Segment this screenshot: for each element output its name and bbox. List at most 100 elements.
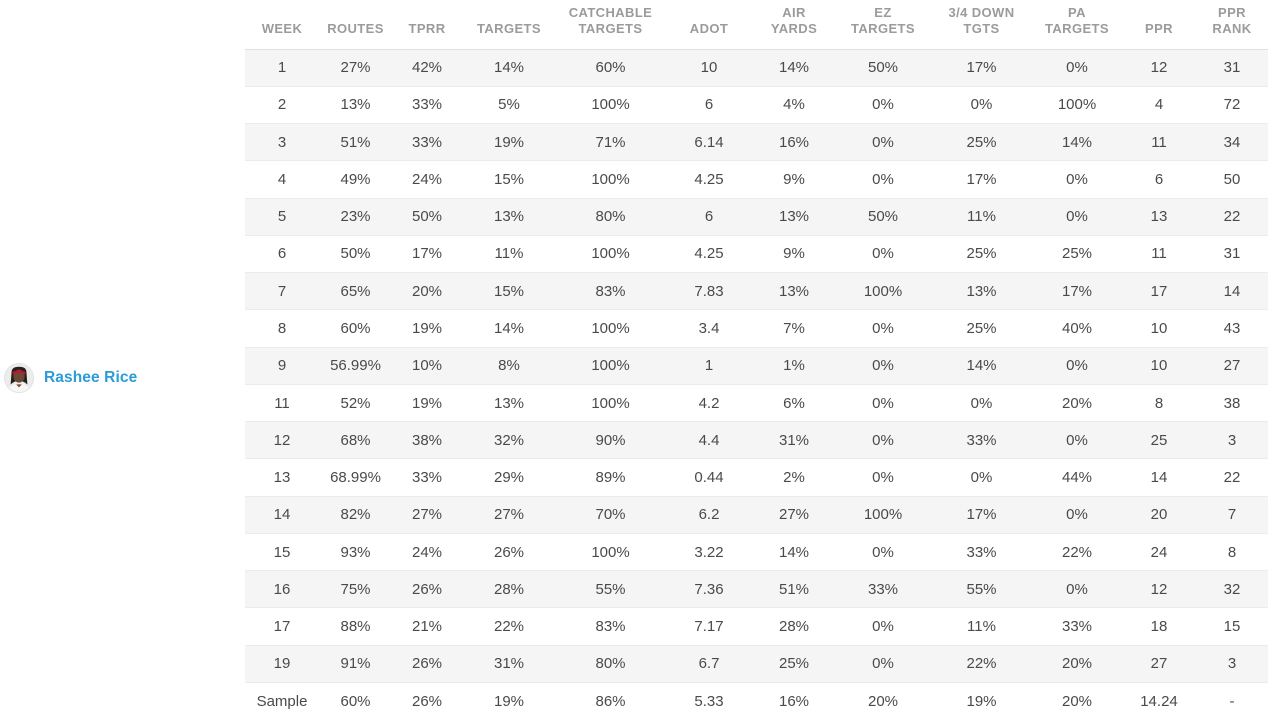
table-cell: 29% bbox=[462, 458, 556, 497]
table-cell: 27 bbox=[1122, 645, 1196, 684]
table-cell: 22% bbox=[462, 607, 556, 646]
table-row: 14 82% 27% 27% 70% 6.2 27% 100% 17% 0% 20 7 bbox=[245, 496, 1268, 534]
table-cell: 27 bbox=[1196, 347, 1268, 385]
table-cell: 0% bbox=[1032, 347, 1122, 385]
table-cell: 42% bbox=[392, 49, 462, 87]
table-cell: 89% bbox=[556, 458, 665, 497]
column-header: ROUTES bbox=[319, 0, 392, 50]
table-cell: 0% bbox=[931, 384, 1032, 423]
table-cell: 15 bbox=[245, 533, 319, 572]
table-cell: 24% bbox=[392, 533, 462, 572]
table-cell: 10% bbox=[392, 347, 462, 385]
table-cell: 100% bbox=[556, 309, 665, 348]
table-cell: 0% bbox=[835, 458, 931, 497]
table-cell: 33% bbox=[392, 123, 462, 162]
table-cell: 2 bbox=[245, 86, 319, 125]
table-cell: 4.25 bbox=[665, 235, 753, 274]
table-cell: 49% bbox=[319, 160, 392, 199]
table-cell: 7 bbox=[1196, 496, 1268, 534]
table-cell: 17% bbox=[931, 496, 1032, 534]
table-cell: 8 bbox=[1122, 384, 1196, 423]
table-cell: 7.83 bbox=[665, 272, 753, 311]
table-cell: 1 bbox=[245, 49, 319, 87]
table-cell: 6 bbox=[665, 86, 753, 125]
table-cell: 14 bbox=[1196, 272, 1268, 311]
table-cell: 11 bbox=[1122, 123, 1196, 162]
table-cell: 16% bbox=[753, 682, 835, 720]
table-cell: 40% bbox=[1032, 309, 1122, 348]
table-cell: 21% bbox=[392, 607, 462, 646]
table-cell: 6.14 bbox=[665, 123, 753, 162]
table-cell: 25% bbox=[931, 123, 1032, 162]
table-cell: 4.2 bbox=[665, 384, 753, 423]
column-header: TPRR bbox=[392, 0, 462, 50]
table-cell: 0% bbox=[1032, 496, 1122, 534]
table-cell: 100% bbox=[1032, 86, 1122, 125]
table-cell: 0% bbox=[835, 384, 931, 423]
table-cell: 4.4 bbox=[665, 421, 753, 460]
table-cell: 3.22 bbox=[665, 533, 753, 572]
table-cell: 71% bbox=[556, 123, 665, 162]
table-row: 9 56.99% 10% 8% 100% 1 1% 0% 14% 0% 10 27 bbox=[245, 347, 1268, 385]
table-cell: 23% bbox=[319, 198, 392, 236]
table-row: 11 52% 19% 13% 100% 4.2 6% 0% 0% 20% 8 38 bbox=[245, 384, 1268, 423]
table-cell: 8% bbox=[462, 347, 556, 385]
table-cell: 68.99% bbox=[319, 458, 392, 497]
table-cell: 22 bbox=[1196, 198, 1268, 236]
table-cell: 16% bbox=[753, 123, 835, 162]
table-cell: 100% bbox=[835, 496, 931, 534]
table-cell: 34 bbox=[1196, 123, 1268, 162]
table-cell: 80% bbox=[556, 198, 665, 236]
table-cell: 100% bbox=[556, 86, 665, 125]
column-header: PA TARGETS bbox=[1032, 0, 1122, 50]
table-cell: 90% bbox=[556, 421, 665, 460]
table-cell: 22% bbox=[931, 645, 1032, 684]
table-cell: 52% bbox=[319, 384, 392, 423]
table-row: 1 27% 42% 14% 60% 10 14% 50% 17% 0% 12 31 bbox=[245, 49, 1268, 87]
table-cell: 0% bbox=[931, 86, 1032, 125]
table-cell: 9 bbox=[245, 347, 319, 385]
table-cell: 17 bbox=[245, 607, 319, 646]
table-row: 6 50% 17% 11% 100% 4.25 9% 0% 25% 25% 11 31 bbox=[245, 235, 1268, 274]
table-cell: 7% bbox=[753, 309, 835, 348]
table-cell: 60% bbox=[556, 49, 665, 87]
table-row: 12 68% 38% 32% 90% 4.4 31% 0% 33% 0% 25 3 bbox=[245, 421, 1268, 460]
table-cell: Sample bbox=[245, 682, 319, 720]
table-cell: 26% bbox=[392, 570, 462, 609]
table-cell: 19 bbox=[245, 645, 319, 684]
table-cell: 11 bbox=[245, 384, 319, 423]
table-cell: 32% bbox=[462, 421, 556, 460]
player-chip[interactable]: Rashee Rice bbox=[4, 363, 137, 393]
table-cell: 20% bbox=[1032, 384, 1122, 423]
table-cell: 25 bbox=[1122, 421, 1196, 460]
table-cell: 0.44 bbox=[665, 458, 753, 497]
table-cell: 13 bbox=[245, 458, 319, 497]
table-row: 5 23% 50% 13% 80% 6 13% 50% 11% 0% 13 22 bbox=[245, 198, 1268, 236]
table-cell: 13% bbox=[931, 272, 1032, 311]
table-cell: 33% bbox=[392, 458, 462, 497]
table-cell: 72 bbox=[1196, 86, 1268, 125]
table-cell: 14% bbox=[462, 309, 556, 348]
table-cell: 2% bbox=[753, 458, 835, 497]
player-name-link[interactable]: Rashee Rice bbox=[44, 369, 138, 386]
table-cell: 31% bbox=[462, 645, 556, 684]
table-cell: 14 bbox=[245, 496, 319, 534]
table-cell: 5.33 bbox=[665, 682, 753, 720]
table-cell: 100% bbox=[556, 384, 665, 423]
table-cell: 50% bbox=[319, 235, 392, 274]
table-cell: 55% bbox=[556, 570, 665, 609]
table-cell: 19% bbox=[462, 682, 556, 720]
table-row: 2 13% 33% 5% 100% 6 4% 0% 0% 100% 4 72 bbox=[245, 86, 1268, 125]
table-cell: 7 bbox=[245, 272, 319, 311]
table-cell: 60% bbox=[319, 309, 392, 348]
table-cell: 20% bbox=[835, 682, 931, 720]
table-cell: 31 bbox=[1196, 235, 1268, 274]
table-cell: 28% bbox=[462, 570, 556, 609]
table-cell: 27% bbox=[753, 496, 835, 534]
column-header: PPR bbox=[1122, 0, 1196, 50]
table-cell: 0% bbox=[1032, 198, 1122, 236]
column-header: TARGETS bbox=[462, 0, 556, 50]
table-cell: 32 bbox=[1196, 570, 1268, 609]
table-cell: 55% bbox=[931, 570, 1032, 609]
